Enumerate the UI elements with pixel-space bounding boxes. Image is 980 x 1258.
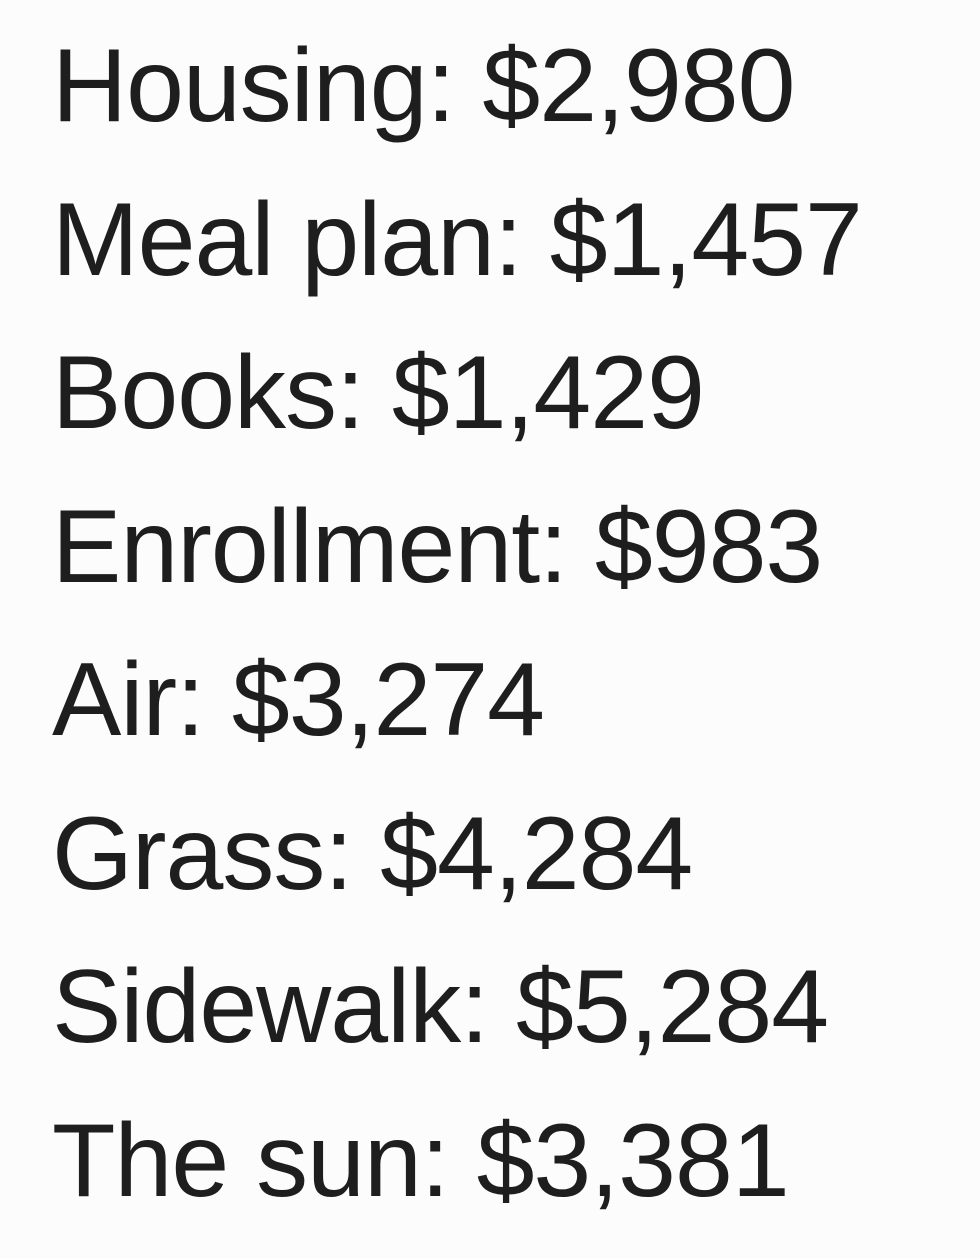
expense-value: $3,274	[231, 642, 545, 758]
expense-label: Meal plan:	[52, 181, 523, 298]
expense-label: Air:	[52, 642, 205, 758]
expense-value: $1,457	[549, 181, 863, 298]
expense-value: $4,284	[380, 795, 693, 912]
expense-item-air: Air: $3,274	[52, 624, 862, 778]
expense-label: Books:	[52, 335, 365, 451]
expense-value: $5,284	[516, 949, 829, 1065]
expense-value: $3,381	[476, 1102, 790, 1219]
expense-value: $2,980	[482, 28, 795, 144]
expense-label: Sidewalk:	[52, 949, 489, 1065]
expense-label: Enrollment:	[52, 488, 568, 605]
expense-item-grass: Grass: $4,284	[52, 778, 862, 932]
expense-list: Housing: $2,980 Meal plan: $1,457 Books:…	[52, 10, 863, 1239]
expense-item-meal-plan: Meal plan: $1,457	[52, 164, 863, 318]
expense-item-enrollment: Enrollment: $983	[52, 471, 862, 625]
expense-value: $983	[594, 488, 823, 605]
expense-item-books: Books: $1,429	[52, 317, 862, 471]
expense-label: The sun:	[52, 1102, 450, 1219]
expense-item-sidewalk: Sidewalk: $5,284	[52, 931, 862, 1085]
expense-value: $1,429	[391, 335, 705, 451]
expense-label: Grass:	[52, 795, 353, 912]
expense-item-the-sun: The sun: $3,381	[52, 1085, 862, 1239]
expense-label: Housing:	[52, 28, 455, 144]
expense-item-housing: Housing: $2,980	[52, 10, 862, 164]
